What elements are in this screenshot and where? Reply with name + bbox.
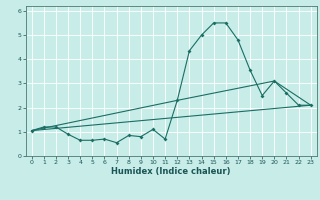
X-axis label: Humidex (Indice chaleur): Humidex (Indice chaleur) — [111, 167, 231, 176]
